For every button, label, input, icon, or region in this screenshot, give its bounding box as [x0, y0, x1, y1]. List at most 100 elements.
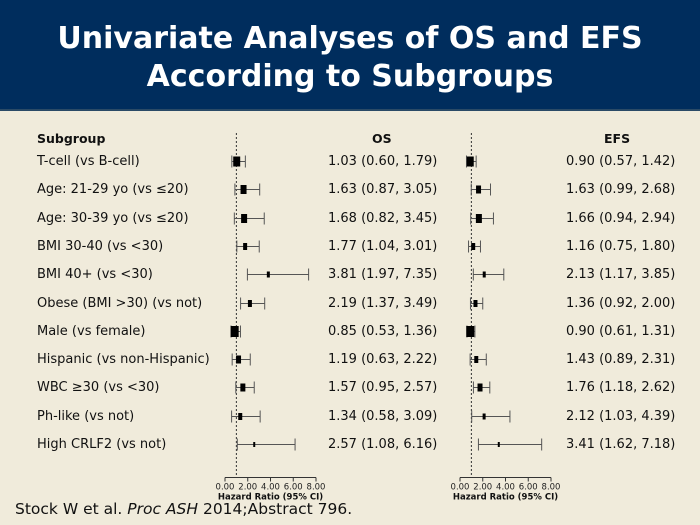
efs-hr-value: 3.41 (1.62, 7.18) — [566, 437, 676, 452]
subgroup-label: BMI 30-40 (vs <30) — [37, 239, 164, 254]
os-hr-marker — [240, 185, 247, 194]
efs-hr-value: 2.13 (1.17, 3.85) — [566, 267, 676, 282]
os-ci-row — [234, 183, 261, 196]
slide-title-line-1: Univariate Analyses of OS and EFS — [57, 21, 643, 56]
efs-ci-row — [468, 240, 481, 253]
os-ci-row — [236, 438, 296, 451]
subgroup-label: Hispanic (vs non-Hispanic) — [37, 352, 210, 367]
efs-ci-row — [477, 438, 543, 451]
efs-axis-tick-label: 6.00 — [519, 483, 538, 493]
os-ci-row — [231, 155, 246, 168]
citation: Stock W et al. Proc ASH 2014;Abstract 79… — [15, 500, 352, 518]
os-hr-value: 2.57 (1.08, 6.16) — [328, 437, 438, 452]
efs-ci-row — [465, 155, 477, 168]
efs-hr-value: 0.90 (0.57, 1.42) — [566, 154, 676, 169]
efs-hr-marker — [471, 243, 476, 250]
efs-column-header: EFS — [604, 131, 631, 146]
efs-hr-value: 2.12 (1.03, 4.39) — [566, 409, 676, 424]
os-hr-value: 1.03 (0.60, 1.79) — [328, 154, 438, 169]
efs-ci-row — [472, 381, 491, 394]
os-hr-marker — [233, 156, 241, 167]
efs-hr-value: 1.76 (1.18, 2.62) — [566, 380, 676, 395]
efs-hr-value: 1.16 (0.75, 1.80) — [566, 239, 676, 254]
efs-hr-value: 1.36 (0.92, 2.00) — [566, 296, 676, 311]
os-ci-row — [233, 212, 265, 225]
subgroup-label: BMI 40+ (vs <30) — [37, 267, 153, 282]
efs-hr-marker — [466, 156, 474, 167]
efs-hr-value: 1.43 (0.89, 2.31) — [566, 352, 676, 367]
os-ci-row — [231, 410, 261, 423]
os-hr-marker — [238, 413, 243, 420]
efs-ci-row — [470, 183, 491, 196]
efs-axis-tick-label: 2.00 — [473, 483, 492, 493]
efs-axis-tick-label: 8.00 — [542, 483, 561, 493]
os-hr-value: 2.19 (1.37, 3.49) — [328, 296, 438, 311]
efs-axis-tick-label: 4.00 — [496, 483, 515, 493]
os-hr-marker — [266, 271, 270, 278]
efs-hr-value: 1.66 (0.94, 2.94) — [566, 211, 676, 226]
os-hr-value: 0.85 (0.53, 1.36) — [328, 324, 438, 339]
os-hr-value: 1.34 (0.58, 3.09) — [328, 409, 438, 424]
os-ci-row — [236, 240, 260, 253]
citation-journal: Proc ASH — [127, 500, 199, 518]
efs-ci-row — [469, 353, 487, 366]
efs-hr-marker — [477, 383, 483, 392]
subgroup-column-header: Subgroup — [37, 131, 106, 146]
os-ci-row — [246, 268, 310, 281]
efs-axis-tick-label: 0.00 — [451, 483, 470, 493]
os-axis-tick-label: 0.00 — [216, 483, 235, 493]
os-hr-value: 1.57 (0.95, 2.57) — [328, 380, 438, 395]
os-axis-tick-label: 4.00 — [261, 483, 280, 493]
os-hr-marker — [236, 355, 242, 364]
os-hr-marker — [230, 326, 239, 337]
subgroup-label: Obese (BMI >30) (vs not) — [37, 296, 203, 311]
subgroup-label: T-cell (vs B-cell) — [37, 154, 140, 169]
efs-hr-marker — [476, 185, 482, 194]
efs-hr-marker — [482, 413, 486, 420]
efs-hr-marker — [474, 356, 479, 363]
os-ci-row — [231, 353, 251, 366]
citation-details: 2014;Abstract 796. — [198, 500, 353, 518]
os-hr-value: 1.77 (1.04, 3.01) — [328, 239, 438, 254]
os-hr-value: 1.63 (0.87, 3.05) — [328, 182, 438, 197]
slide-header: Univariate Analyses of OS and EFS Accord… — [0, 0, 700, 111]
efs-hr-marker — [475, 214, 482, 223]
subgroup-label: Age: 21-29 yo (vs ≤20) — [37, 182, 189, 197]
os-hr-marker — [247, 300, 252, 307]
os-axis-tick-label: 6.00 — [284, 483, 303, 493]
os-hr-value: 3.81 (1.97, 7.35) — [328, 267, 438, 282]
os-ci-row — [230, 325, 241, 338]
os-column-header: OS — [372, 131, 392, 146]
efs-hr-value: 1.63 (0.99, 2.68) — [566, 182, 676, 197]
os-hr-marker — [243, 243, 248, 250]
efs-hr-marker — [482, 271, 486, 278]
os-hr-marker — [253, 442, 256, 447]
efs-ci-row — [472, 268, 505, 281]
slide-title-line-2: According to Subgroups — [146, 59, 554, 94]
efs-ci-row — [470, 212, 494, 225]
os-axis-tick-label: 8.00 — [307, 483, 326, 493]
efs-hr-value: 0.90 (0.61, 1.31) — [566, 324, 676, 339]
os-hr-marker — [241, 214, 248, 223]
subgroup-label: High CRLF2 (vs not) — [37, 437, 167, 452]
efs-axis-title: Hazard Ratio (95% CI) — [453, 493, 558, 503]
os-axis-tick-label: 2.00 — [238, 483, 257, 493]
os-ci-row — [235, 381, 255, 394]
subgroup-label: Male (vs female) — [37, 324, 146, 339]
os-hr-marker — [240, 383, 246, 392]
os-axis-title: Hazard Ratio (95% CI) — [218, 493, 323, 503]
subgroup-label: Age: 30-39 yo (vs ≤20) — [37, 211, 189, 226]
efs-ci-row — [469, 297, 484, 310]
os-ci-row — [240, 297, 266, 310]
os-hr-value: 1.19 (0.63, 2.22) — [328, 352, 438, 367]
efs-ci-row — [471, 410, 511, 423]
os-hr-value: 1.68 (0.82, 3.45) — [328, 211, 438, 226]
efs-hr-marker — [497, 442, 500, 447]
subgroup-label: WBC ≥30 (vs <30) — [37, 380, 160, 395]
subgroup-label: Ph-like (vs not) — [37, 409, 135, 424]
efs-ci-row — [466, 325, 476, 338]
citation-authors: Stock W et al. — [15, 500, 128, 518]
